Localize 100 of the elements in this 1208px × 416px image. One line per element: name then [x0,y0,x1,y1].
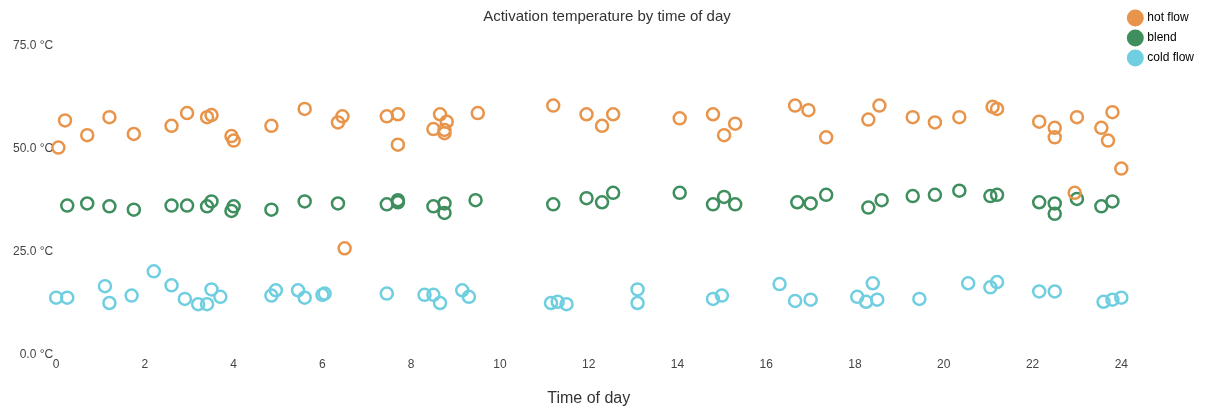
point [787,293,803,309]
point [1047,196,1062,211]
point [869,292,885,307]
x-tick-label: 18 [848,356,863,371]
point [705,197,721,212]
x-tick-label: 8 [407,356,415,371]
point [927,115,943,130]
point [126,126,142,142]
legend-label: cold flow [1147,50,1195,65]
point [1096,294,1111,310]
point [1094,120,1109,136]
point [226,133,241,148]
point [199,199,215,214]
point [960,276,976,291]
point [268,283,284,298]
point [983,188,998,204]
point [1047,120,1062,136]
point [1031,114,1047,129]
point [204,107,219,123]
point [102,109,117,125]
point [179,198,195,213]
point [60,198,75,213]
point [1114,161,1129,176]
point [727,197,743,212]
point [605,185,621,201]
point [432,107,448,122]
chart-title: Activation temperature by time of day [483,7,732,25]
point [264,288,279,303]
point [1105,104,1120,120]
point [1047,206,1062,222]
point [97,278,113,294]
point [861,200,876,215]
point [470,105,486,121]
point [390,107,406,122]
point [417,287,432,303]
point [716,189,732,205]
legend-label: hot flow [1147,10,1189,25]
point [57,113,73,128]
point [335,109,350,124]
point [630,295,645,311]
legend-label: blend [1147,30,1177,45]
point [818,130,834,145]
point [102,199,117,214]
point [952,109,967,125]
point [426,199,441,214]
point [199,109,215,125]
point [705,291,721,307]
point [297,101,312,117]
point [102,295,117,311]
point [803,292,818,307]
point [1047,284,1062,299]
x-tick-label: 6 [319,356,327,371]
point [594,118,610,134]
x-tick-label: 0 [52,356,60,371]
x-tick-label: 12 [582,356,596,371]
x-tick-label: 16 [759,356,774,371]
point [818,187,834,203]
point [437,196,452,211]
point [1047,130,1062,145]
point [727,116,743,131]
point [989,274,1005,290]
point [337,241,352,256]
point [79,196,95,211]
point [124,288,139,303]
y-tick-label: 50.0 °C [13,141,54,156]
point [865,276,881,291]
point [290,283,306,298]
point [461,289,477,305]
point [550,294,565,310]
point [672,111,687,126]
point [787,98,803,113]
point [1031,195,1047,210]
x-tick-label: 14 [670,356,685,371]
point [772,276,787,292]
x-axis-title: Time of day [547,388,631,406]
point [630,282,645,297]
point [126,202,142,217]
point [716,127,732,143]
point [705,107,721,122]
point [983,280,998,295]
point [297,194,312,209]
point [179,105,195,121]
point [1094,199,1109,214]
point [224,128,239,144]
point [51,140,66,155]
point [1114,290,1129,305]
point [379,286,395,301]
point [579,190,594,206]
x-tick-label: 4 [230,356,238,371]
point [177,291,193,307]
point [468,192,483,208]
point [330,115,346,130]
point [1100,133,1116,148]
point [1105,194,1120,209]
point [204,194,219,209]
point [79,127,95,143]
point [872,98,887,113]
x-tick-label: 20 [937,356,951,371]
point [927,187,943,203]
point [1067,185,1082,201]
